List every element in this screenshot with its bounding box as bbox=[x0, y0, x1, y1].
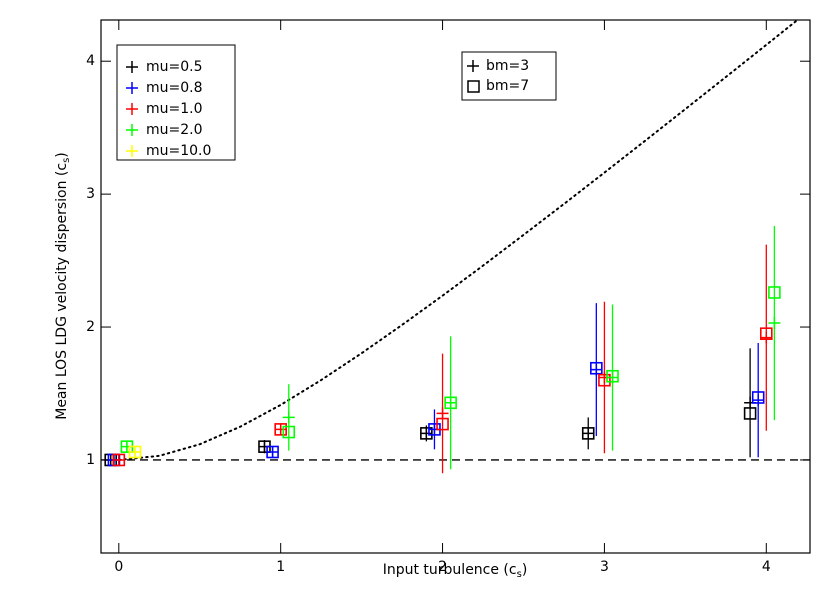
y-tick-label: 2 bbox=[86, 319, 95, 335]
legend-marker bbox=[126, 124, 138, 136]
legend-marker bbox=[126, 145, 138, 157]
model-curve bbox=[117, 20, 800, 461]
plus-marker bbox=[274, 423, 287, 436]
square-marker bbox=[266, 445, 279, 459]
y-tick-label: 1 bbox=[86, 452, 95, 468]
x-tick-label: 3 bbox=[600, 559, 609, 575]
square-marker bbox=[606, 369, 619, 383]
square-marker bbox=[444, 396, 457, 410]
y-tick-label: 4 bbox=[86, 53, 95, 69]
square-marker bbox=[128, 445, 142, 459]
x-tick-label: 4 bbox=[762, 559, 771, 575]
square-marker bbox=[420, 427, 433, 440]
legend-label: mu=0.8 bbox=[146, 80, 203, 96]
legend-marker bbox=[467, 80, 480, 93]
square-marker bbox=[759, 327, 773, 340]
plus-marker bbox=[128, 445, 141, 458]
plus-marker bbox=[768, 317, 781, 330]
plus-marker bbox=[752, 394, 765, 407]
legend-marker bbox=[126, 82, 138, 94]
legend-label: bm=3 bbox=[486, 58, 529, 74]
plus-marker bbox=[444, 396, 457, 409]
square-marker bbox=[590, 361, 603, 375]
square-marker bbox=[274, 423, 287, 436]
square-marker bbox=[768, 286, 781, 299]
legend-label: bm=7 bbox=[486, 78, 529, 94]
plus-marker bbox=[420, 427, 433, 440]
legend-label: mu=0.5 bbox=[146, 59, 203, 75]
x-axis-label: Input turbulence (cs) bbox=[383, 562, 528, 580]
legend-label: mu=1.0 bbox=[146, 101, 203, 117]
square-marker bbox=[112, 453, 126, 467]
square-marker bbox=[743, 407, 757, 420]
legend-marker bbox=[126, 103, 138, 115]
plus-marker bbox=[436, 407, 449, 420]
square-marker bbox=[436, 417, 449, 431]
plus-marker bbox=[266, 445, 279, 458]
plus-marker bbox=[112, 453, 125, 466]
legend-box bbox=[116, 44, 236, 161]
plus-marker bbox=[760, 331, 773, 344]
x-tick-label: 0 bbox=[114, 559, 123, 575]
plot-frame bbox=[100, 19, 811, 554]
y-tick-label: 3 bbox=[86, 186, 95, 202]
square-marker bbox=[282, 425, 296, 439]
y-axis-label: Mean LOS LDG velocity dispersion (cs) bbox=[54, 152, 72, 420]
legend-label: mu=10.0 bbox=[146, 143, 211, 159]
legend-marker bbox=[126, 61, 138, 73]
square-marker bbox=[751, 391, 765, 404]
square-marker bbox=[598, 373, 611, 387]
square-marker bbox=[581, 427, 595, 440]
x-tick-label: 2 bbox=[438, 559, 447, 575]
x-tick-label: 1 bbox=[276, 559, 285, 575]
plus-marker bbox=[282, 411, 295, 424]
legend-marker bbox=[467, 60, 479, 72]
plot-area bbox=[101, 20, 810, 474]
legend-label: mu=2.0 bbox=[146, 122, 203, 138]
plus-marker bbox=[582, 427, 595, 440]
